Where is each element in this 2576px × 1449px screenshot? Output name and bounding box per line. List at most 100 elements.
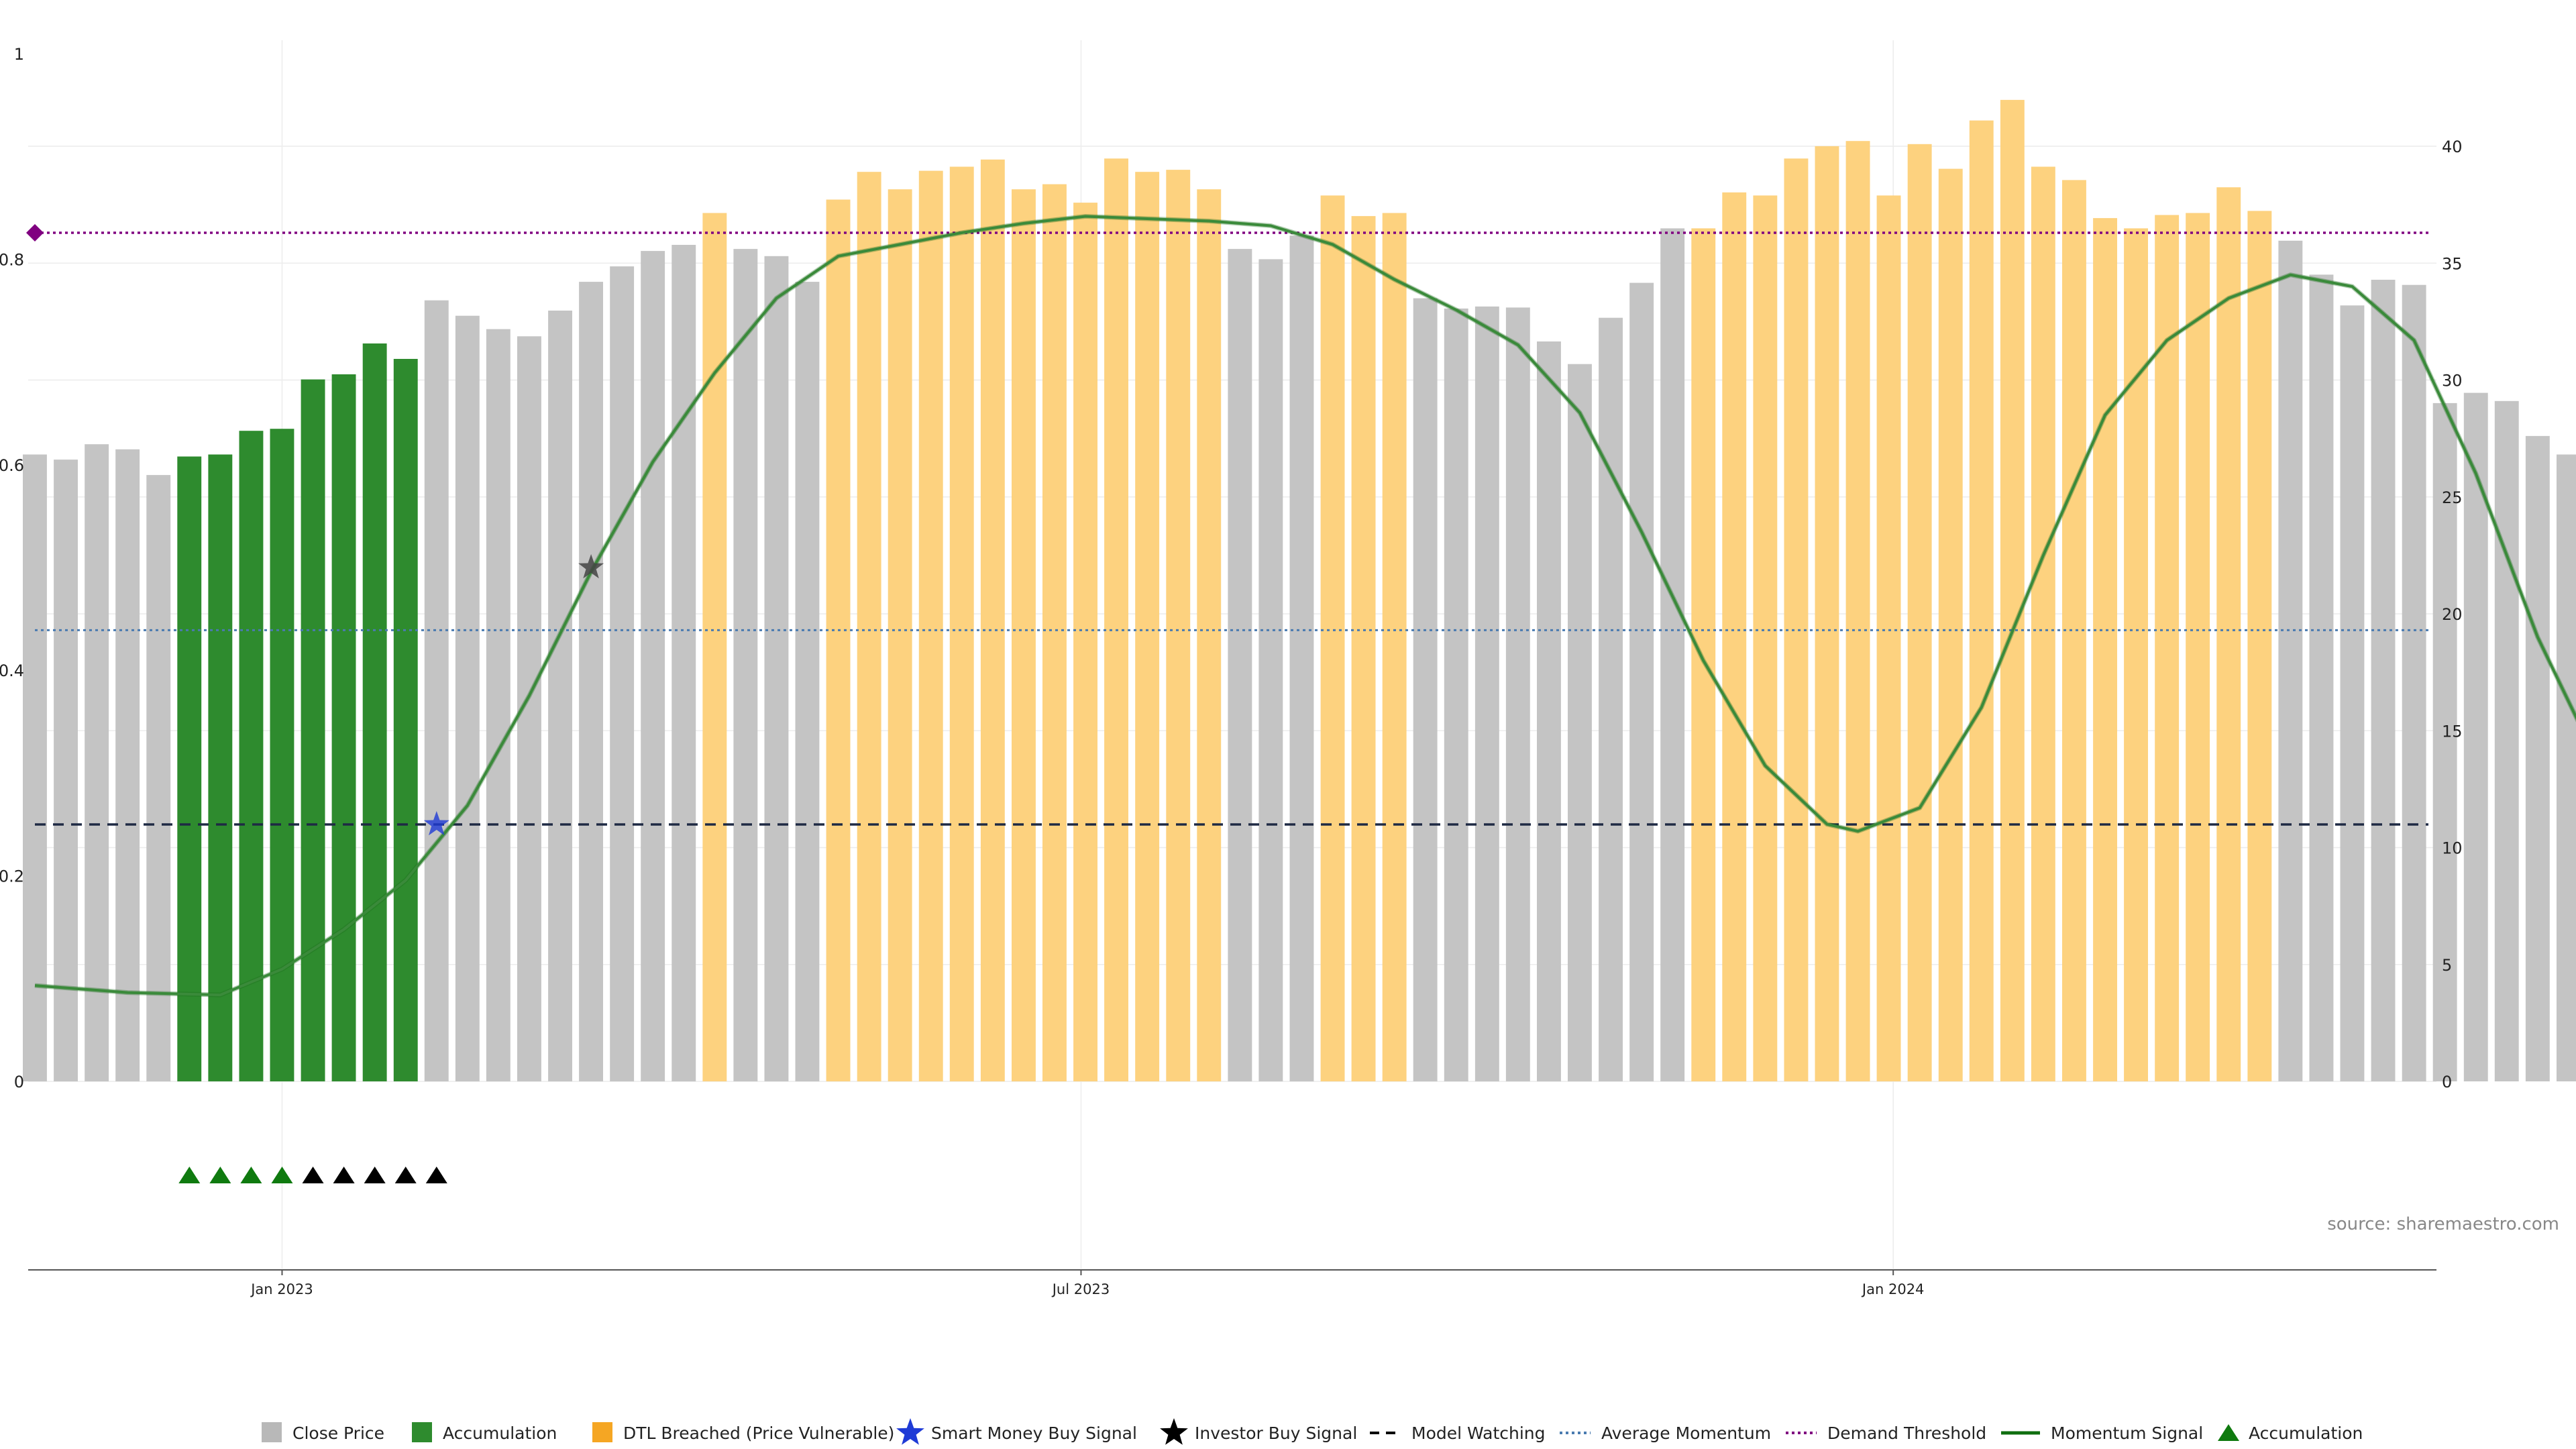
right-tick-label: 15 bbox=[2442, 722, 2463, 741]
price-bar bbox=[301, 379, 325, 1081]
price-bar bbox=[1907, 144, 1932, 1081]
price-bar bbox=[146, 475, 171, 1081]
price-bar bbox=[1073, 203, 1097, 1082]
legend-label: Momentum Signal bbox=[2051, 1424, 2203, 1443]
price-bar bbox=[2186, 213, 2210, 1081]
left-tick-label: 0.6 bbox=[0, 456, 24, 475]
source-label: source: sharemaestro.com bbox=[2327, 1214, 2559, 1234]
x-tick-label: Jan 2024 bbox=[1861, 1281, 1925, 1297]
right-tick-label: 10 bbox=[2442, 839, 2463, 858]
legend-swatch bbox=[592, 1422, 612, 1442]
left-tick-label: 1 bbox=[14, 45, 24, 64]
price-bar bbox=[1351, 216, 1376, 1082]
accumulation-marker bbox=[333, 1167, 355, 1183]
accumulation-marker bbox=[425, 1167, 447, 1183]
price-bar bbox=[1474, 306, 1499, 1081]
price-bar bbox=[610, 266, 635, 1082]
price-bar bbox=[1815, 146, 1839, 1081]
x-tick-label: Jul 2023 bbox=[1051, 1281, 1110, 1297]
price-bar bbox=[239, 431, 264, 1081]
price-bar bbox=[2340, 305, 2365, 1081]
price-bar bbox=[362, 343, 387, 1081]
legend-label: DTL Breached (Price Vulnerable) bbox=[623, 1424, 894, 1443]
legend-item: Accumulation bbox=[412, 1422, 557, 1443]
price-bar bbox=[857, 172, 881, 1082]
buy-signals bbox=[423, 554, 604, 836]
price-bar bbox=[1289, 235, 1314, 1082]
price-bar bbox=[2371, 280, 2396, 1081]
price-bar bbox=[826, 199, 851, 1081]
price-bar bbox=[2525, 435, 2550, 1081]
price-bar bbox=[1166, 170, 1191, 1082]
right-tick-label: 40 bbox=[2442, 138, 2463, 156]
legend-item: Investor Buy Signal bbox=[1160, 1418, 1357, 1445]
accumulation-marker bbox=[364, 1167, 386, 1183]
price-bar bbox=[1228, 249, 1252, 1082]
price-bar bbox=[1629, 282, 1654, 1082]
investor-buy-signal bbox=[578, 554, 604, 579]
left-tick-label: 0.2 bbox=[0, 867, 24, 886]
legend-item: Average Momentum bbox=[1560, 1424, 1771, 1443]
price-bar bbox=[2402, 284, 2426, 1082]
price-bar bbox=[1599, 317, 1623, 1082]
price-bar bbox=[548, 311, 572, 1081]
momentum-signal-line bbox=[34, 214, 2576, 998]
left-tick-label: 0.8 bbox=[0, 250, 24, 269]
price-bar bbox=[85, 444, 109, 1081]
demand-threshold-diamond bbox=[26, 223, 44, 241]
price-bar bbox=[270, 429, 294, 1081]
price-bar bbox=[2278, 240, 2303, 1081]
right-tick-label: 20 bbox=[2442, 605, 2463, 624]
price-bar bbox=[1382, 213, 1407, 1081]
right-tick-label: 35 bbox=[2442, 254, 2463, 273]
price-bar bbox=[1938, 168, 1963, 1082]
price-bar bbox=[2000, 99, 2025, 1081]
price-bar bbox=[2309, 274, 2334, 1081]
legend-item: Model Watching bbox=[1370, 1424, 1546, 1443]
price-bar bbox=[949, 166, 974, 1081]
price-bar bbox=[1104, 158, 1128, 1081]
accumulation-marker bbox=[178, 1167, 201, 1183]
right-tick-label: 25 bbox=[2442, 488, 2463, 507]
legend-item: Momentum Signal bbox=[2001, 1424, 2203, 1443]
price-bar bbox=[1320, 195, 1345, 1081]
left-tick-label: 0 bbox=[14, 1073, 24, 1091]
legend-label: Accumulation bbox=[2249, 1424, 2363, 1443]
legend-item: Accumulation bbox=[2218, 1424, 2363, 1443]
legend-item: Smart Money Buy Signal bbox=[896, 1418, 1137, 1445]
price-bar bbox=[1691, 228, 1716, 1081]
accumulation-marker bbox=[394, 1167, 417, 1183]
price-bar bbox=[1012, 189, 1036, 1082]
price-bar bbox=[54, 460, 78, 1081]
legend-star-icon bbox=[896, 1418, 924, 1445]
price-bar bbox=[2557, 454, 2576, 1081]
legend-label: Demand Threshold bbox=[1827, 1424, 1986, 1443]
legend-label: Smart Money Buy Signal bbox=[931, 1424, 1137, 1443]
price-bar bbox=[795, 282, 820, 1082]
accumulation-marker bbox=[240, 1167, 262, 1183]
right-tick-label: 0 bbox=[2442, 1073, 2452, 1091]
price-bar bbox=[115, 449, 140, 1081]
price-bar bbox=[764, 256, 789, 1081]
x-tick-label: Jan 2023 bbox=[250, 1281, 313, 1297]
price-bar bbox=[1444, 308, 1468, 1081]
price-bar bbox=[1537, 341, 1561, 1081]
legend-triangle-icon bbox=[2218, 1424, 2239, 1441]
right-tick-label: 5 bbox=[2442, 956, 2452, 975]
accumulation-marker bbox=[271, 1167, 293, 1183]
price-bar bbox=[1969, 120, 1994, 1082]
price-bar bbox=[1876, 195, 1901, 1081]
price-bar bbox=[579, 282, 603, 1082]
price-bar bbox=[733, 249, 758, 1082]
legend-swatch bbox=[412, 1422, 432, 1442]
price-bar bbox=[2494, 400, 2519, 1081]
price-bar bbox=[1722, 192, 1747, 1081]
price-bar bbox=[1413, 298, 1438, 1082]
price-bar bbox=[1135, 172, 1160, 1082]
accumulation-marker bbox=[209, 1167, 231, 1183]
price-bar bbox=[424, 300, 449, 1082]
price-bar bbox=[1197, 189, 1222, 1082]
legend-star-icon bbox=[1160, 1418, 1188, 1445]
price-bar bbox=[1258, 259, 1283, 1081]
